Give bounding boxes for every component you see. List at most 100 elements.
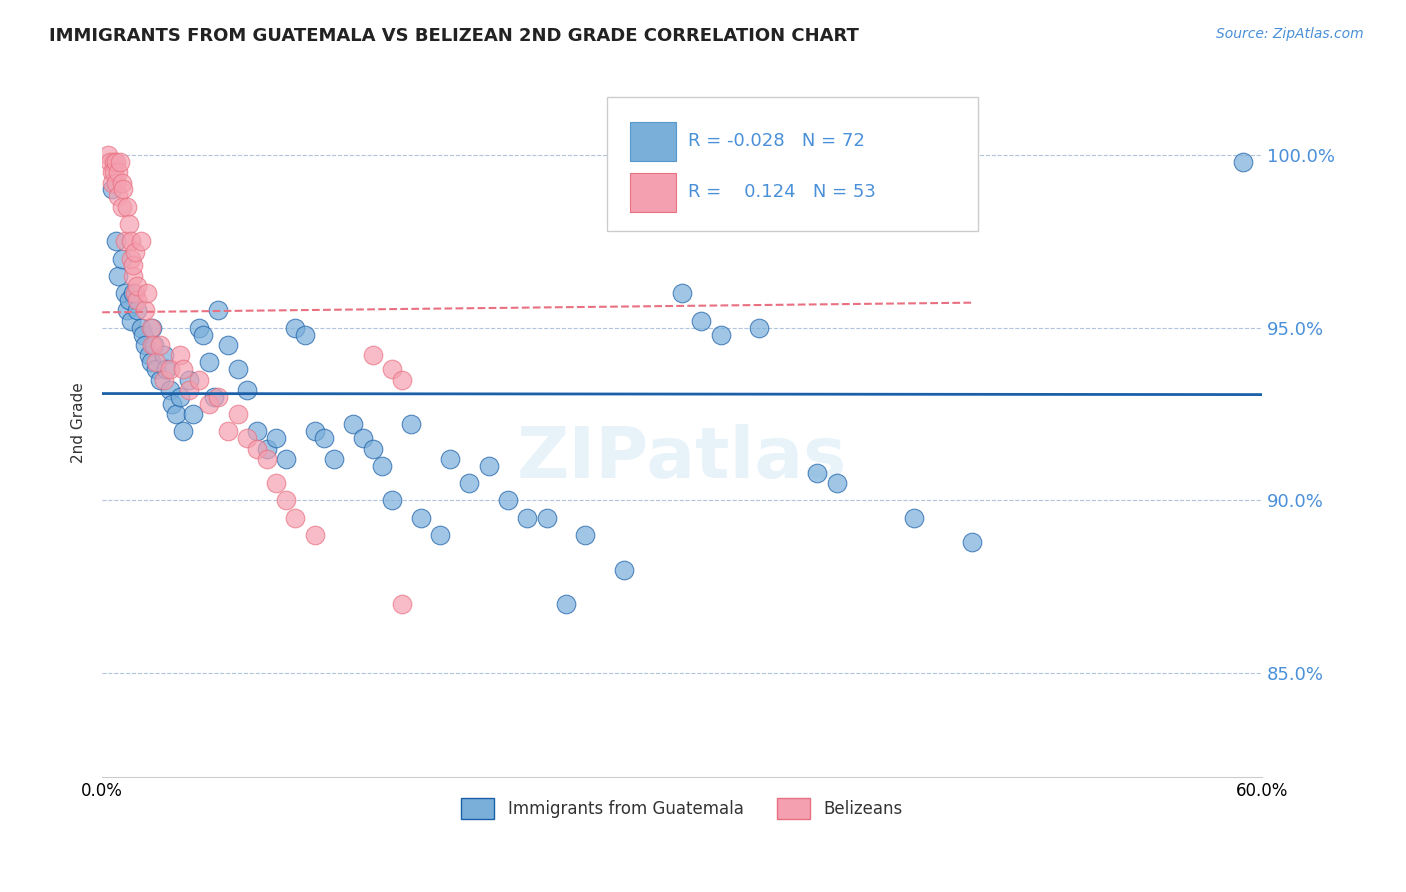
Point [107,165,129,179]
Point [710,327,733,342]
Point [172,362,194,376]
Point [110,200,132,214]
Point [134,303,156,318]
Point [97,148,120,162]
Point [117,303,139,318]
Point [274,452,297,467]
Point [108,154,131,169]
Point [748,320,770,334]
Point [236,383,259,397]
Point [187,372,209,386]
Point [314,431,336,445]
Point [125,303,148,318]
Point [103,165,125,179]
Point [496,493,519,508]
Point [304,528,326,542]
Point [135,286,157,301]
Point [574,528,596,542]
Point [284,510,307,524]
Point [284,320,307,334]
Point [536,510,558,524]
Point [690,314,713,328]
Point [555,597,578,611]
Point [671,286,693,301]
Point [304,425,326,439]
Point [104,154,127,169]
Point [264,431,287,445]
Point [149,372,172,386]
Point [159,362,181,376]
Point [401,417,423,432]
Point [159,383,181,397]
Point [118,293,141,307]
Point [246,442,269,456]
Point [139,320,162,334]
Point [122,259,145,273]
Point [125,279,148,293]
Point [342,417,364,432]
Point [439,452,461,467]
Point [197,397,219,411]
Point [110,252,132,266]
Point [101,182,124,196]
Point [323,452,346,467]
FancyBboxPatch shape [606,97,977,231]
Point [381,362,404,376]
Point [825,476,848,491]
Point [114,235,136,249]
Point [202,390,225,404]
Point [169,348,191,362]
Point [124,244,146,259]
Point [903,510,925,524]
Point [172,425,194,439]
Bar [630,121,676,161]
Point [226,407,249,421]
Point [134,338,156,352]
Point [138,348,160,362]
Point [361,348,384,362]
Point [155,362,177,376]
Point [98,154,121,169]
Point [352,431,374,445]
Point [217,338,239,352]
Text: Source: ZipAtlas.com: Source: ZipAtlas.com [1216,27,1364,41]
Point [236,431,259,445]
Point [207,303,229,318]
Point [122,286,145,301]
Point [226,362,249,376]
Point [153,372,176,386]
Text: IMMIGRANTS FROM GUATEMALA VS BELIZEAN 2ND GRADE CORRELATION CHART: IMMIGRANTS FROM GUATEMALA VS BELIZEAN 2N… [49,27,859,45]
Point [191,327,214,342]
Point [458,476,481,491]
Point [118,217,141,231]
Point [139,355,162,369]
Point [197,355,219,369]
Point [381,493,404,508]
Point [478,458,501,473]
Point [294,327,316,342]
Point [104,176,127,190]
Point [217,425,239,439]
Point [141,338,163,352]
Point [120,235,142,249]
Text: R = -0.028   N = 72: R = -0.028 N = 72 [688,133,865,151]
Point [141,320,163,334]
Point [153,348,176,362]
Text: ZIPatlas: ZIPatlas [517,424,848,492]
Point [169,390,191,404]
Point [246,425,269,439]
Point [110,176,132,190]
Point [107,189,129,203]
Point [117,200,139,214]
Point [114,286,136,301]
Point [145,355,167,369]
Bar [630,173,676,211]
Point [143,338,166,352]
Point [112,182,135,196]
Point [411,510,433,524]
Point [122,268,145,283]
Point [149,338,172,352]
Point [104,235,127,249]
Point [264,476,287,491]
Point [120,314,142,328]
